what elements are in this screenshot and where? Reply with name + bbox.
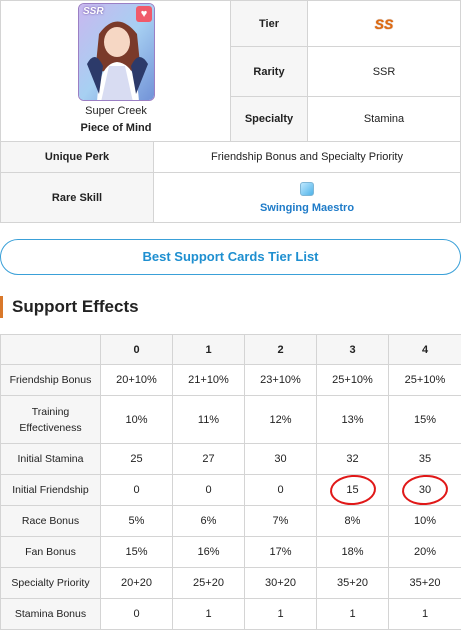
card-title: Piece of Mind: [80, 122, 152, 134]
effect-value: 20+10%: [100, 364, 173, 396]
effect-value: 1: [244, 598, 317, 630]
level-header: 4: [388, 334, 461, 365]
effect-value: 20%: [388, 536, 461, 568]
tier-value-cell: SS: [307, 0, 461, 47]
effect-value: 13%: [316, 395, 389, 444]
effect-name: Friendship Bonus: [0, 364, 101, 396]
effect-value: 5%: [100, 505, 173, 537]
effect-name: Initial Stamina: [0, 443, 101, 475]
effect-value: 27: [172, 443, 245, 475]
effect-value: 25: [100, 443, 173, 475]
effect-value: 0: [100, 474, 173, 506]
heart-icon[interactable]: ♥: [136, 6, 152, 22]
effect-value: 1: [172, 598, 245, 630]
table-row: Stamina Bonus 0 1 1 1 1: [0, 598, 461, 630]
effect-value: 35+20: [388, 567, 461, 599]
effect-value: 35: [388, 443, 461, 475]
header-empty: [0, 334, 101, 365]
effect-name: Specialty Priority: [0, 567, 101, 599]
effect-value: 35+20: [316, 567, 389, 599]
effect-name: Initial Friendship: [0, 474, 101, 506]
effect-value: 23+10%: [244, 364, 317, 396]
rare-skill-label: Rare Skill: [0, 172, 154, 223]
table-row: Fan Bonus 15% 16% 17% 18% 20%: [0, 536, 461, 568]
effect-value-circled: 30: [388, 473, 461, 507]
level-header: 3: [316, 334, 389, 365]
card-perk-table: Unique Perk Friendship Bonus and Special…: [0, 141, 461, 223]
rarity-badge: SSR: [83, 6, 104, 17]
effect-value: 30: [244, 443, 317, 475]
section-title: Support Effects: [0, 296, 139, 318]
effect-value: 21+10%: [172, 364, 245, 396]
effect-name: Stamina Bonus: [0, 598, 101, 630]
effect-name: Race Bonus: [0, 505, 101, 537]
effect-value: 8%: [316, 505, 389, 537]
effect-value: 25+10%: [388, 364, 461, 396]
effect-value: 0: [172, 474, 245, 506]
annotation-circle: [328, 473, 377, 507]
effect-value: 0: [244, 474, 317, 506]
table-row: Initial Stamina 25 27 30 32 35: [0, 443, 461, 475]
table-row: Race Bonus 5% 6% 7% 8% 10%: [0, 505, 461, 537]
effect-value: 16%: [172, 536, 245, 568]
effect-value: 7%: [244, 505, 317, 537]
effect-value: 32: [316, 443, 389, 475]
rarity-label: Rarity: [230, 46, 308, 97]
effect-value: 0: [100, 598, 173, 630]
table-header-row: 0 1 2 3 4: [0, 334, 461, 365]
effect-value: 1: [316, 598, 389, 630]
effect-value: 10%: [388, 505, 461, 537]
specialty-label: Specialty: [230, 96, 308, 142]
table-row: Training Effectiveness 10% 11% 12% 13% 1…: [0, 395, 461, 444]
level-header: 1: [172, 334, 245, 365]
tier-badge: SS: [374, 15, 394, 32]
effect-value: 15%: [388, 395, 461, 444]
unique-perk-label: Unique Perk: [0, 141, 154, 173]
table-row: Friendship Bonus 20+10% 21+10% 23+10% 25…: [0, 364, 461, 396]
effect-value: 20+20: [100, 567, 173, 599]
effect-value: 25+20: [172, 567, 245, 599]
card-name: Super Creek: [85, 105, 147, 117]
card-portrait-cell: SSR ♥ Super Creek Piece of Mind: [0, 0, 231, 142]
effect-name: Fan Bonus: [0, 536, 101, 568]
unique-perk-value: Friendship Bonus and Specialty Priority: [153, 141, 461, 173]
effect-value-circled: 15: [316, 473, 389, 507]
table-row: Initial Friendship 0 0 0 15 30: [0, 473, 461, 507]
level-header: 2: [244, 334, 317, 365]
table-row: Specialty Priority 20+20 25+20 30+20 35+…: [0, 567, 461, 599]
effect-value: 25+10%: [316, 364, 389, 396]
card-portrait[interactable]: SSR ♥: [78, 3, 155, 101]
support-effects-table: 0 1 2 3 4 Friendship Bonus 20+10% 21+10%…: [0, 334, 461, 630]
effect-value: 10%: [100, 395, 173, 444]
tier-list-button[interactable]: Best Support Cards Tier List: [0, 239, 461, 275]
rarity-value: SSR: [307, 46, 461, 97]
rare-skill-cell: Swinging Maestro: [153, 172, 461, 223]
tier-label: Tier: [230, 0, 308, 47]
effect-value: 15: [346, 484, 359, 496]
effect-value: 30+20: [244, 567, 317, 599]
card-info-table: SSR ♥ Super Creek Piece of Mind Tier SS …: [0, 0, 461, 142]
effect-value: 18%: [316, 536, 389, 568]
effect-value: 6%: [172, 505, 245, 537]
skill-gem-icon: [300, 181, 314, 196]
effect-value: 12%: [244, 395, 317, 444]
effect-value: 15%: [100, 536, 173, 568]
effect-value: 17%: [244, 536, 317, 568]
rare-skill-link[interactable]: Swinging Maestro: [259, 201, 355, 214]
effect-value: 1: [388, 598, 461, 630]
effect-value: 11%: [172, 395, 245, 444]
annotation-circle: [401, 473, 449, 507]
effect-name: Training Effectiveness: [0, 395, 101, 444]
specialty-value: Stamina: [307, 96, 461, 142]
effect-value: 30: [418, 484, 432, 496]
level-header: 0: [100, 334, 173, 365]
